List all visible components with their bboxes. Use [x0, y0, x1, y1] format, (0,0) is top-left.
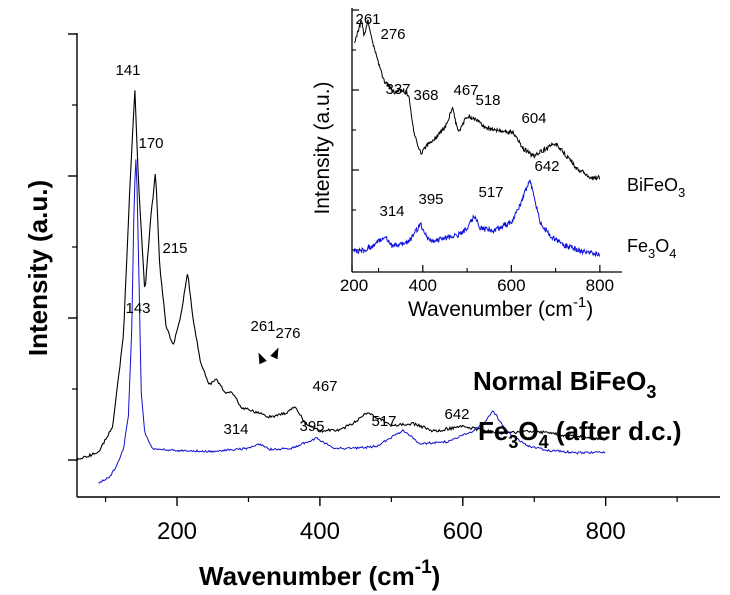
main-peak-label: 276: [275, 325, 300, 342]
main-peak-label: 642: [444, 406, 469, 423]
inset-background: [352, 8, 622, 272]
inset-peak-label: 395: [418, 191, 443, 208]
inset-peak-label: 368: [413, 87, 438, 104]
main-peak-label: 141: [115, 62, 140, 79]
inset-label-bifeo3: BiFeO3: [627, 175, 685, 200]
inset-peak-label: 337: [385, 81, 410, 98]
legend-label-fe3o4: Fe3O4 (after d.c.): [478, 416, 682, 452]
inset-label-fe3o4: Fe3O4: [627, 236, 677, 261]
main-x-ticks: 200 400 600 800: [104, 497, 678, 545]
main-x-tick-label: 800: [586, 518, 626, 545]
main-x-tick-label: 400: [300, 518, 340, 545]
main-peak-labels: 141 170 215 261 276 467 143 314 395 517 642: [115, 62, 469, 438]
inset-series-line: [353, 179, 601, 258]
main-peak-label: 261: [250, 318, 275, 335]
main-y-ticks: [68, 33, 77, 461]
main-peak-label: 467: [312, 378, 337, 395]
main-peak-label: 395: [299, 418, 324, 435]
legend-label-bifeo3: Normal BiFeO3: [473, 366, 656, 402]
main-peak-label: 143: [125, 300, 150, 317]
inset-x-tick-label: 800: [586, 276, 614, 295]
main-x-tick-label: 600: [443, 518, 483, 545]
main-x-axis-title: Wavenumber (cm-1): [199, 557, 440, 591]
main-peak-label: 215: [162, 240, 187, 257]
main-series-line: [76, 90, 606, 462]
inset-peak-label: 276: [380, 26, 405, 43]
main-series-line: [98, 159, 606, 484]
inset-x-tick-label: 400: [409, 276, 437, 295]
main-chart: 200 400 600 800 141 170 215 261 276 467 143 314 395…: [23, 33, 720, 591]
inset-peak-label: 261: [355, 11, 380, 28]
inset-x-ticks: 200 400 600 800: [340, 265, 614, 295]
main-peak-label: 314: [223, 421, 248, 438]
peak-arrow-261: [258, 352, 267, 365]
inset-peak-label: 642: [534, 158, 559, 175]
inset-peak-label: 314: [379, 203, 404, 220]
main-peak-label: 170: [138, 135, 163, 152]
main-x-tick-label: 200: [157, 518, 197, 545]
inset-x-tick-label: 600: [497, 276, 525, 295]
inset-series-group: [353, 18, 601, 258]
inset-x-axis-title: Wavenumber (cm-1): [408, 294, 593, 321]
main-y-axis-title: Intensity (a.u.): [23, 180, 53, 356]
main-series-group: [76, 90, 606, 484]
peak-arrow-276: [270, 347, 279, 360]
inset-peak-label: 517: [478, 184, 503, 201]
main-peak-label: 517: [371, 413, 396, 430]
inset-x-tick-label: 200: [340, 276, 368, 295]
inset-y-axis-title: Intensity (a.u.): [311, 81, 334, 214]
inset-peak-label: 518: [475, 92, 500, 109]
inset-peak-label: 467: [453, 82, 478, 99]
inset-series-line: [354, 18, 601, 181]
inset-peak-label: 604: [521, 110, 546, 127]
